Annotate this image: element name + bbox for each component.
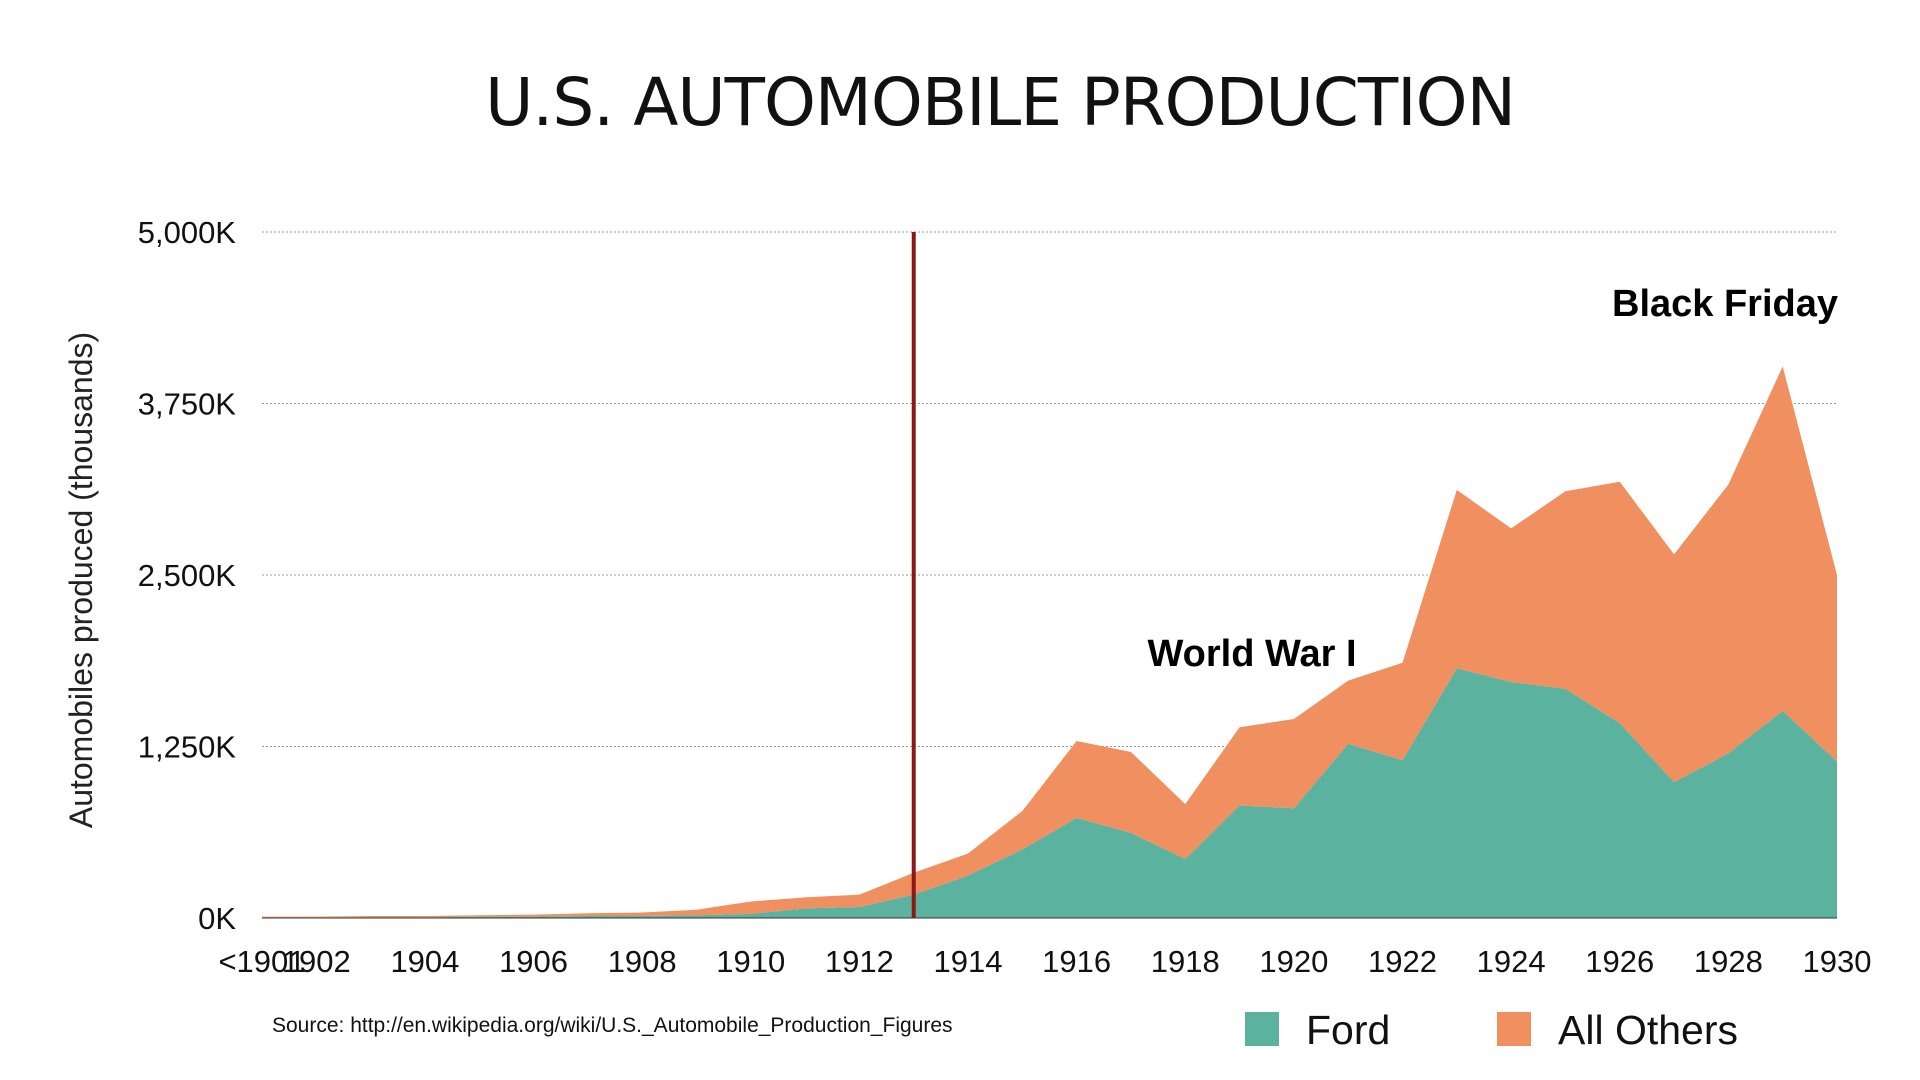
source-note: Source: http://en.wikipedia.org/wiki/U.S… [272, 1014, 953, 1037]
x-tick-label: 1928 [1694, 944, 1763, 979]
x-tick-label: 1910 [716, 944, 785, 979]
x-tick-label: 1904 [390, 944, 459, 979]
x-tick-label: 1916 [1042, 944, 1111, 979]
y-tick-label: 3,750K [138, 387, 237, 422]
x-tick-label: 1902 [282, 944, 351, 979]
chart-title: U.S. AUTOMOBILE PRODUCTION [485, 64, 1515, 141]
x-tick-label: 1924 [1477, 944, 1546, 979]
x-tick-label: 1906 [499, 944, 568, 979]
annotation-label: World War I [1148, 633, 1357, 675]
y-axis-ticks: 0K 1,250K 2,500K 3,750K 5,000K [138, 215, 237, 936]
y-tick-label: 0K [198, 901, 236, 936]
x-tick-label: 1912 [825, 944, 894, 979]
y-tick-label: 2,500K [138, 558, 237, 593]
x-tick-label: 1926 [1585, 944, 1654, 979]
legend-label: Ford [1306, 1007, 1390, 1053]
y-tick-label: 1,250K [138, 730, 237, 765]
legend-swatch [1497, 1012, 1531, 1046]
x-tick-label: 1918 [1151, 944, 1220, 979]
legend-swatch [1245, 1012, 1279, 1046]
x-tick-label: 1908 [608, 944, 677, 979]
x-tick-label: 1930 [1803, 944, 1872, 979]
annotation-label: Black Friday [1612, 283, 1838, 325]
annotations: World War I Black Friday [1148, 283, 1839, 675]
x-tick-label: 1920 [1259, 944, 1328, 979]
legend: Ford All Others [1245, 1007, 1738, 1053]
y-tick-label: 5,000K [138, 215, 237, 250]
legend-label: All Others [1558, 1007, 1738, 1053]
x-tick-label: 1914 [934, 944, 1003, 979]
area-series [262, 366, 1837, 919]
area-ford [262, 668, 1837, 918]
x-tick-label: 1922 [1368, 944, 1437, 979]
x-tick-label: <1901 [218, 944, 305, 979]
area-all-others [262, 366, 1837, 918]
y-axis-label: Automobiles produced (thousands) [63, 332, 99, 828]
